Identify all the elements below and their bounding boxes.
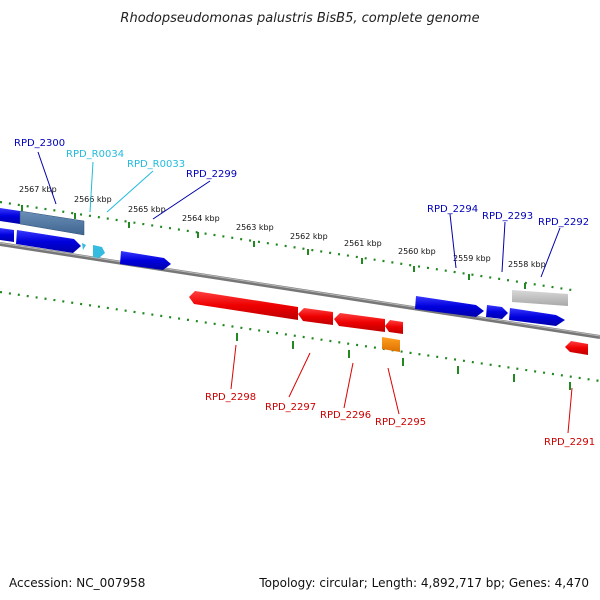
gene-left-block[interactable] (0, 228, 14, 242)
lower-leader-lines (230, 344, 573, 434)
label-RPD_R0033[interactable]: RPD_R0033 (127, 159, 185, 170)
label-RPD_2291[interactable]: RPD_2291 (544, 437, 595, 448)
gene-RPD_2295[interactable] (385, 320, 403, 334)
kbp-label-2564: 2564 kbp (182, 214, 220, 223)
label-RPD_2298[interactable]: RPD_2298 (205, 392, 256, 403)
kbp-label-2560: 2560 kbp (398, 247, 436, 256)
upper-leader-lines (37, 151, 561, 278)
label-RPD_2294[interactable]: RPD_2294 (427, 204, 478, 215)
accession-text: Accession: NC_007958 (9, 576, 145, 590)
genome-backbone (0, 242, 600, 339)
gene-RPD_2298[interactable] (189, 291, 298, 320)
label-RPD_2297[interactable]: RPD_2297 (265, 402, 316, 413)
kbp-label-2559: 2559 kbp (453, 254, 491, 263)
kbp-label-2567: 2567 kbp (19, 185, 57, 194)
gene-arrow-left-long[interactable] (16, 230, 81, 253)
gene-RPD_2300[interactable] (19, 210, 85, 236)
gene-RPD_2291[interactable] (565, 341, 588, 355)
kbp-label-2562: 2562 kbp (290, 232, 328, 241)
kbp-labels: 2567 kbp 2566 kbp 2565 kbp 2564 kbp 2563… (19, 185, 546, 269)
lower-tick-track (0, 290, 600, 383)
label-RPD_2296[interactable]: RPD_2296 (320, 410, 371, 421)
label-RPD_R0034[interactable]: RPD_R0034 (66, 149, 124, 160)
gene-orange[interactable] (382, 337, 400, 352)
topology-text: Topology: circular; Length: 4,892,717 bp… (258, 576, 589, 590)
gene-RPD_R0034[interactable] (82, 243, 86, 250)
label-RPD_2293[interactable]: RPD_2293 (482, 211, 533, 222)
lower-major-ticks (236, 333, 571, 390)
label-RPD_2299[interactable]: RPD_2299 (186, 169, 237, 180)
kbp-label-2563: 2563 kbp (236, 223, 274, 232)
kbp-label-2565: 2565 kbp (128, 205, 166, 214)
genome-title: Rhodopseudomonas palustris BisB5, comple… (120, 11, 479, 26)
upper-major-ticks (21, 205, 526, 289)
gene-RPD_2296[interactable] (334, 313, 385, 332)
gene-RPD_2299[interactable] (120, 251, 171, 270)
gene-RPD_R0033[interactable] (93, 245, 105, 258)
reverse-genes (189, 291, 588, 355)
kbp-label-2566: 2566 kbp (74, 195, 112, 204)
gene-pseudo-gray[interactable] (512, 290, 568, 306)
gene-RPD_2300-segment[interactable] (0, 208, 20, 224)
upper-gene-labels: RPD_2300 RPD_R0034 RPD_R0033 RPD_2299 RP… (14, 138, 589, 228)
label-RPD_2300[interactable]: RPD_2300 (14, 138, 65, 149)
forward-genes (0, 208, 568, 326)
label-RPD_2295[interactable]: RPD_2295 (375, 417, 426, 428)
gene-RPD_2293[interactable] (486, 305, 508, 319)
gene-RPD_2297[interactable] (298, 308, 333, 325)
upper-tick-track (0, 200, 579, 293)
lower-gene-labels: RPD_2298 RPD_2297 RPD_2296 RPD_2295 RPD_… (205, 392, 595, 448)
kbp-label-2561: 2561 kbp (344, 239, 382, 248)
gene-RPD_2292[interactable] (509, 308, 565, 326)
kbp-label-2558: 2558 kbp (508, 260, 546, 269)
gene-RPD_2294[interactable] (415, 296, 484, 317)
label-RPD_2292[interactable]: RPD_2292 (538, 217, 589, 228)
